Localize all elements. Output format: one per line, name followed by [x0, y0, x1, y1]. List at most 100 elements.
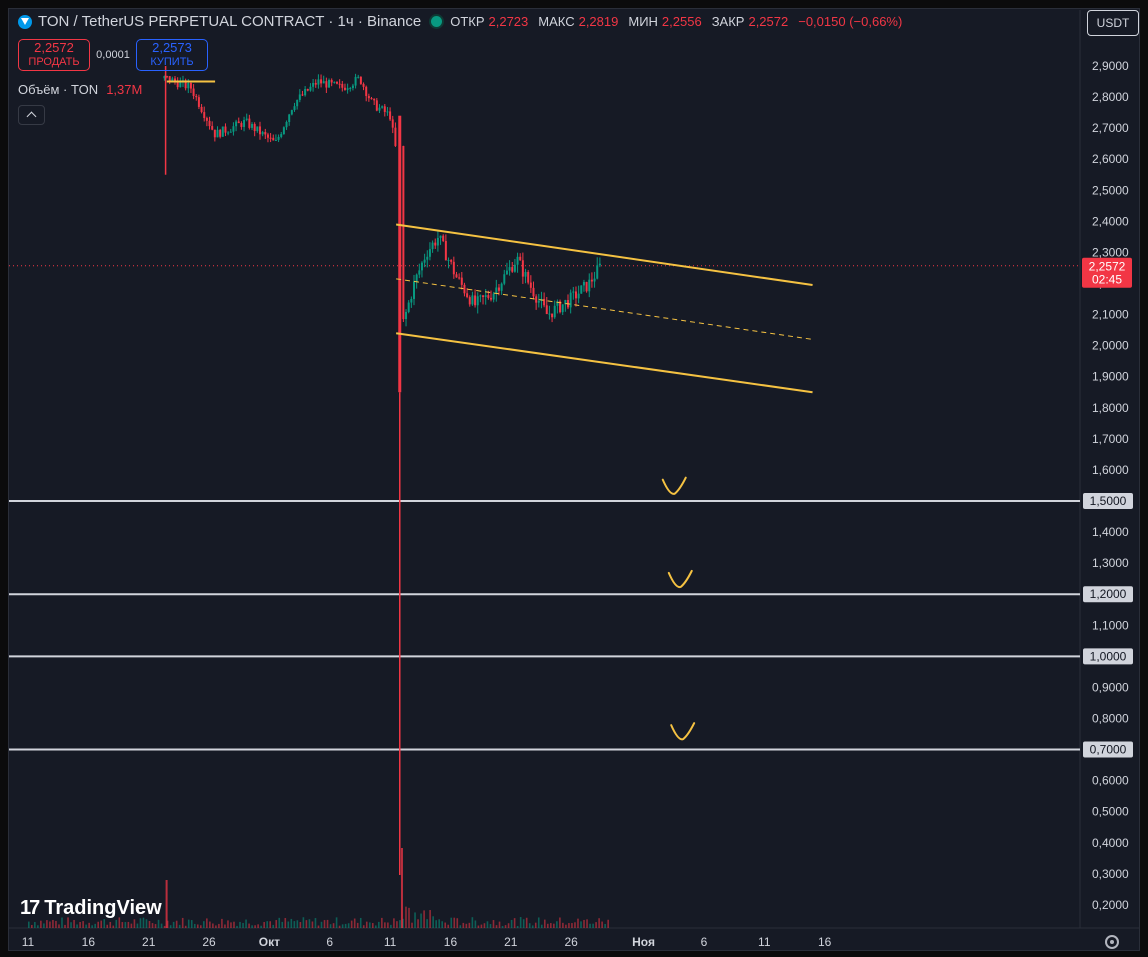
candle-body: [192, 88, 195, 96]
volume-bar: [34, 922, 36, 928]
candle-body: [596, 265, 599, 279]
sell-button[interactable]: 2,2572 ПРОДАТЬ: [18, 39, 90, 71]
volume-bar: [121, 922, 124, 928]
candle-body: [495, 287, 498, 294]
volume-label: Объём · TON: [18, 82, 99, 97]
candle-body: [476, 296, 479, 306]
last-price-label: 2,2572: [1089, 260, 1126, 274]
channel-middle-line[interactable]: [396, 278, 813, 340]
volume-bar: [230, 922, 232, 928]
volume-bar: [332, 923, 335, 928]
volume-bar: [239, 921, 241, 928]
candle-body: [354, 76, 357, 86]
candle-body: [266, 134, 269, 138]
tradingview-logo[interactable]: 17 TradingView: [20, 897, 162, 920]
level-price-label: 1,0000: [1090, 649, 1127, 663]
candle-body: [359, 76, 362, 84]
volume-bar: [501, 925, 504, 928]
volume-bar: [547, 923, 549, 928]
candle-body: [434, 242, 437, 246]
price-tick-label: 2,8000: [1092, 90, 1129, 104]
candle-body: [288, 114, 291, 123]
candle-body: [500, 283, 503, 291]
check-mark-drawing[interactable]: [667, 569, 693, 589]
volume-bar: [519, 917, 522, 928]
volume-bar: [224, 924, 226, 928]
candle-body: [529, 282, 532, 288]
volume-bar: [423, 910, 425, 928]
candle-body: [378, 107, 381, 111]
market-status-icon[interactable]: [431, 16, 443, 27]
collapse-legend-button[interactable]: [18, 105, 45, 125]
volume-bar: [248, 923, 250, 928]
symbol-legend[interactable]: TON / TetherUS PERPETUAL CONTRACT · 1ч ·…: [18, 13, 908, 30]
candle-body: [362, 83, 365, 87]
candle-body: [497, 287, 500, 291]
candle-body: [458, 277, 461, 279]
candle-body: [423, 259, 426, 263]
trade-buttons: 2,2572 ПРОДАТЬ 0,0001 2,2573 КУПИТЬ: [18, 39, 208, 71]
candle-body: [474, 295, 477, 306]
channel-lower-line[interactable]: [395, 332, 813, 394]
time-tick-label: 16: [818, 935, 832, 949]
time-tick-label: Окт: [259, 935, 280, 949]
volume-bar: [157, 919, 160, 928]
volume-bar: [314, 918, 317, 928]
price-tick-label: 1,6000: [1092, 463, 1129, 477]
volume-bar: [589, 923, 591, 928]
buy-label: КУПИТЬ: [150, 56, 194, 68]
candle-body: [301, 94, 304, 96]
volume-bar: [58, 924, 60, 928]
price-tick-label: 1,7000: [1092, 432, 1129, 446]
candle-body: [572, 291, 575, 293]
candle-body: [179, 81, 182, 88]
volume-bar: [537, 917, 540, 928]
currency-selector[interactable]: USDT: [1087, 10, 1139, 36]
channel-upper-line[interactable]: [395, 223, 813, 287]
candle-body: [535, 296, 538, 303]
volume-bar: [269, 921, 271, 928]
candle-body: [577, 293, 580, 299]
time-tick-label: 11: [758, 935, 771, 949]
check-mark-drawing[interactable]: [670, 722, 696, 741]
volume-bar: [209, 921, 211, 928]
volume-bar: [592, 923, 594, 928]
candle-body: [490, 297, 493, 300]
check-mark-drawing[interactable]: [661, 476, 687, 495]
volume-bar: [293, 921, 296, 928]
candle-body: [505, 270, 508, 275]
candle-body: [532, 287, 535, 297]
volume-bar: [317, 925, 320, 928]
volume-bar: [420, 913, 422, 928]
volume-legend[interactable]: Объём · TON 1,37M: [18, 82, 142, 97]
volume-bar: [118, 917, 121, 928]
candle-body: [195, 95, 198, 98]
volume-bar: [145, 919, 148, 928]
volume-bar: [31, 924, 33, 928]
candle-body: [551, 313, 554, 318]
candle-body: [543, 298, 546, 306]
volume-bar: [565, 924, 567, 928]
candle-body: [468, 297, 471, 305]
gear-icon[interactable]: [1105, 935, 1119, 949]
volume-bar: [206, 918, 208, 928]
candle-body: [189, 82, 192, 89]
candle-body: [386, 111, 389, 113]
symbol-title[interactable]: TON / TetherUS PERPETUAL CONTRACT · 1ч ·…: [38, 13, 422, 30]
price-tick-label: 2,7000: [1092, 121, 1129, 135]
volume-bar: [106, 924, 109, 928]
volume-bar: [109, 921, 112, 928]
candle-body: [253, 124, 256, 132]
volume-bar: [580, 921, 582, 928]
candle-body: [444, 241, 447, 261]
volume-bar: [507, 923, 510, 928]
volume-bar: [399, 920, 401, 928]
volume-bar: [495, 925, 498, 928]
price-tick-label: 1,8000: [1092, 401, 1129, 415]
volume-bar: [350, 920, 353, 928]
volume-bar: [378, 921, 380, 928]
candle-body: [487, 295, 490, 298]
buy-button[interactable]: 2,2573 КУПИТЬ: [136, 39, 208, 71]
candle-body: [436, 237, 439, 246]
